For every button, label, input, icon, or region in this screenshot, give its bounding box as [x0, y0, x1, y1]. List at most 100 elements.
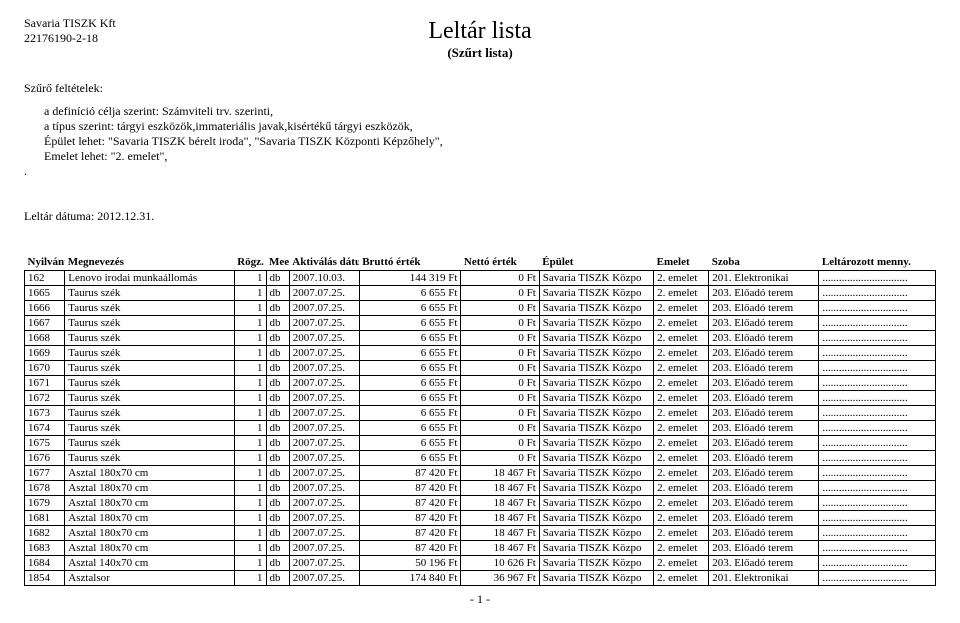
table-row: 1679Asztal 180x70 cm1db2007.07.25.87 420… [25, 496, 936, 511]
col-inv: Leltározott menny. [819, 254, 936, 271]
table-cell: 87 420 Ft [359, 466, 461, 481]
table-cell: 203. Előadó terem [709, 406, 819, 421]
table-cell: Asztal 180x70 cm [65, 541, 234, 556]
table-cell: 6 655 Ft [359, 406, 461, 421]
table-cell: 2007.07.25. [289, 481, 359, 496]
table-cell: 2007.10.03. [289, 271, 359, 286]
table-cell: Savaria TISZK Közpo [539, 316, 653, 331]
table-cell: db [266, 421, 289, 436]
table-cell: 201. Elektronikai [709, 271, 819, 286]
table-cell: 6 655 Ft [359, 436, 461, 451]
table-cell: 2007.07.25. [289, 511, 359, 526]
table-cell: 2007.07.25. [289, 571, 359, 586]
table-cell: 1677 [25, 466, 65, 481]
inventory-qty-cell: ............................... [819, 526, 936, 541]
table-cell: 2007.07.25. [289, 406, 359, 421]
table-cell: 1676 [25, 451, 65, 466]
inventory-qty-cell: ............................... [819, 556, 936, 571]
table-row: 1665Taurus szék1db2007.07.25.6 655 Ft0 F… [25, 286, 936, 301]
table-cell: 203. Előadó terem [709, 331, 819, 346]
table-cell: db [266, 451, 289, 466]
table-cell: 18 467 Ft [461, 466, 539, 481]
table-cell: db [266, 556, 289, 571]
table-cell: 1 [234, 316, 266, 331]
col-qty: Rögz. menny. [234, 254, 266, 271]
table-cell: 0 Ft [461, 436, 539, 451]
table-cell: 6 655 Ft [359, 316, 461, 331]
col-bldg: Épület [539, 254, 653, 271]
table-cell: 1672 [25, 391, 65, 406]
table-cell: 2007.07.25. [289, 316, 359, 331]
inventory-qty-cell: ............................... [819, 571, 936, 586]
table-cell: 2007.07.25. [289, 556, 359, 571]
table-row: 1854Asztalsor1db2007.07.25.174 840 Ft36 … [25, 571, 936, 586]
table-cell: 18 467 Ft [461, 541, 539, 556]
table-cell: 2007.07.25. [289, 376, 359, 391]
table-row: 1672Taurus szék1db2007.07.25.6 655 Ft0 F… [25, 391, 936, 406]
table-cell: db [266, 301, 289, 316]
table-row: 1683Asztal 180x70 cm1db2007.07.25.87 420… [25, 541, 936, 556]
table-cell: 1 [234, 406, 266, 421]
table-cell: 2007.07.25. [289, 286, 359, 301]
table-cell: 6 655 Ft [359, 376, 461, 391]
table-cell: Savaria TISZK Közpo [539, 556, 653, 571]
table-row: 1673Taurus szék1db2007.07.25.6 655 Ft0 F… [25, 406, 936, 421]
table-cell: Savaria TISZK Közpo [539, 391, 653, 406]
table-cell: 87 420 Ft [359, 526, 461, 541]
table-cell: db [266, 571, 289, 586]
table-cell: Asztal 140x70 cm [65, 556, 234, 571]
table-cell: 2. emelet [654, 481, 709, 496]
table-cell: db [266, 391, 289, 406]
table-row: 1675Taurus szék1db2007.07.25.6 655 Ft0 F… [25, 436, 936, 451]
table-cell: 144 319 Ft [359, 271, 461, 286]
inventory-table: Nyilvántartási sz. Megnevezés Rögz. menn… [24, 254, 936, 586]
table-row: 1668Taurus szék1db2007.07.25.6 655 Ft0 F… [25, 331, 936, 346]
table-row: 1666Taurus szék1db2007.07.25.6 655 Ft0 F… [25, 301, 936, 316]
table-cell: 203. Előadó terem [709, 421, 819, 436]
table-cell: Savaria TISZK Közpo [539, 346, 653, 361]
table-header-row: Nyilvántartási sz. Megnevezés Rögz. menn… [25, 254, 936, 271]
table-cell: 2. emelet [654, 511, 709, 526]
table-cell: 2. emelet [654, 376, 709, 391]
table-cell: 1671 [25, 376, 65, 391]
table-cell: 0 Ft [461, 286, 539, 301]
table-cell: Taurus szék [65, 391, 234, 406]
inventory-qty-cell: ............................... [819, 436, 936, 451]
table-cell: Savaria TISZK Közpo [539, 466, 653, 481]
table-cell: db [266, 496, 289, 511]
inventory-qty-cell: ............................... [819, 286, 936, 301]
table-cell: db [266, 376, 289, 391]
table-cell: 1674 [25, 421, 65, 436]
table-cell: Savaria TISZK Közpo [539, 301, 653, 316]
table-cell: 6 655 Ft [359, 391, 461, 406]
table-cell: db [266, 511, 289, 526]
table-cell: 0 Ft [461, 391, 539, 406]
table-cell: Savaria TISZK Közpo [539, 421, 653, 436]
table-cell: Savaria TISZK Közpo [539, 286, 653, 301]
table-cell: 6 655 Ft [359, 286, 461, 301]
table-cell: 1667 [25, 316, 65, 331]
table-cell: Savaria TISZK Közpo [539, 406, 653, 421]
table-cell: 203. Előadó terem [709, 511, 819, 526]
table-cell: db [266, 316, 289, 331]
table-cell: Savaria TISZK Közpo [539, 511, 653, 526]
table-cell: 2007.07.25. [289, 451, 359, 466]
table-cell: 2. emelet [654, 451, 709, 466]
col-unit: Mee [266, 254, 289, 271]
table-cell: Savaria TISZK Közpo [539, 451, 653, 466]
table-cell: Asztal 180x70 cm [65, 496, 234, 511]
filter-block: a definíció célja szerint: Számviteli tr… [44, 104, 936, 164]
table-cell: 2007.07.25. [289, 421, 359, 436]
table-cell: 1668 [25, 331, 65, 346]
table-cell: db [266, 466, 289, 481]
table-cell: 18 467 Ft [461, 526, 539, 541]
table-cell: db [266, 361, 289, 376]
table-cell: 2. emelet [654, 556, 709, 571]
table-cell: 1 [234, 541, 266, 556]
filter-line: Épület lehet: "Savaria TISZK bérelt irod… [44, 134, 936, 149]
table-cell: 0 Ft [461, 376, 539, 391]
table-cell: db [266, 481, 289, 496]
table-cell: 1 [234, 421, 266, 436]
table-cell: 1678 [25, 481, 65, 496]
table-cell: Taurus szék [65, 316, 234, 331]
